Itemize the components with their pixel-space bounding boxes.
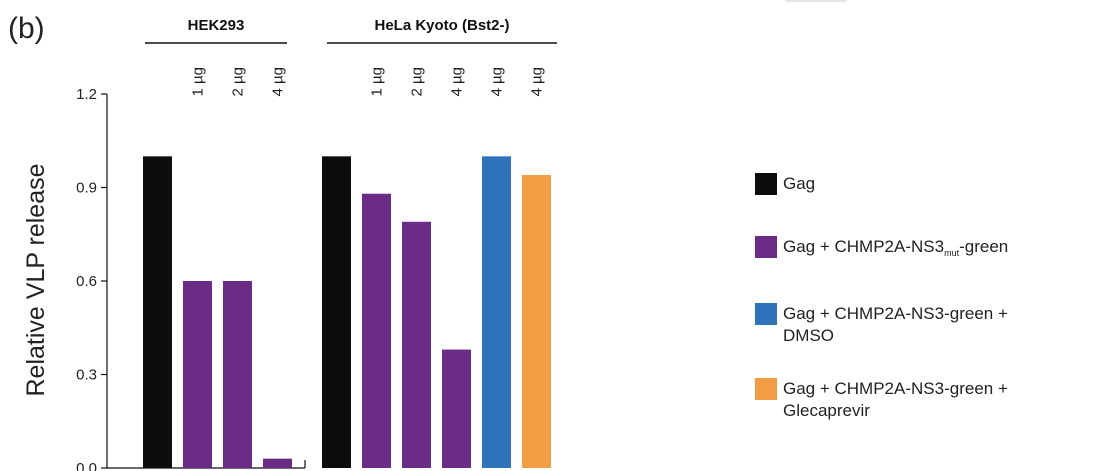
legend-label-mut: Gag + CHMP2A-NS3mut-green <box>783 237 1009 258</box>
y-axis-label: Relative VLP release <box>22 163 50 396</box>
legend-item-glecaprevir: Gag + CHMP2A-NS3-green + Glecaprevir <box>755 378 1008 422</box>
y-tick-label: 0.0 <box>76 460 97 471</box>
group-label: HEK293 <box>188 17 245 34</box>
legend-item-dmso: Gag + CHMP2A-NS3-green + DMSO <box>755 303 1008 347</box>
panel-label: (b) <box>8 12 45 45</box>
header-decoration <box>785 0 847 2</box>
dose-label: 2 µg <box>409 67 426 97</box>
dose-label: 4 µg <box>529 67 546 97</box>
legend-label-glecaprevir: Gag + CHMP2A-NS3-green + Glecaprevir <box>783 379 1008 420</box>
legend-swatch-mut <box>755 236 777 258</box>
bar <box>322 156 351 469</box>
y-tick-label: 0.3 <box>76 367 97 384</box>
dose-label: 4 µg <box>449 67 466 97</box>
y-tick-label: 1.2 <box>76 86 97 103</box>
legend-label-dmso: Gag + CHMP2A-NS3-green + DMSO <box>783 304 1008 345</box>
group-label: HeLa Kyoto (Bst2-) <box>374 17 509 34</box>
dose-label: 2 µg <box>230 67 247 97</box>
dose-label: 4 µg <box>270 67 287 97</box>
y-tick-label: 0.9 <box>76 180 97 197</box>
bar <box>143 156 172 469</box>
legend-swatch-glecaprevir <box>755 378 777 400</box>
labels: 0.0 0.3 0.6 0.9 1.2 HEK293 1 µg 2 µg 4 µg HeLa Ky… <box>76 17 557 471</box>
bar <box>522 175 551 469</box>
bar <box>402 221 431 468</box>
legend-item-gag: Gag <box>755 173 815 195</box>
bar <box>442 349 471 468</box>
bar-chart: (b) Relative VLP release 0.0 0.3 0.6 0.9 1.2… <box>8 12 557 471</box>
legend-label-gag: Gag <box>783 174 816 193</box>
bar <box>362 193 391 468</box>
bar <box>263 458 292 468</box>
legend-item-mut: Gag + CHMP2A-NS3mut-green <box>755 236 1008 264</box>
y-axis-label-group: Relative VLP release <box>22 163 50 396</box>
dose-label: 1 µg <box>190 67 207 97</box>
bar <box>183 281 212 468</box>
legend-swatch-dmso <box>755 303 777 325</box>
bars <box>143 156 551 469</box>
dose-label: 4 µg <box>489 67 506 97</box>
legend-swatch-gag <box>755 173 777 195</box>
dose-label: 1 µg <box>369 67 386 97</box>
bar <box>482 156 511 469</box>
bar <box>223 281 252 468</box>
y-tick-label: 0.6 <box>76 273 97 290</box>
